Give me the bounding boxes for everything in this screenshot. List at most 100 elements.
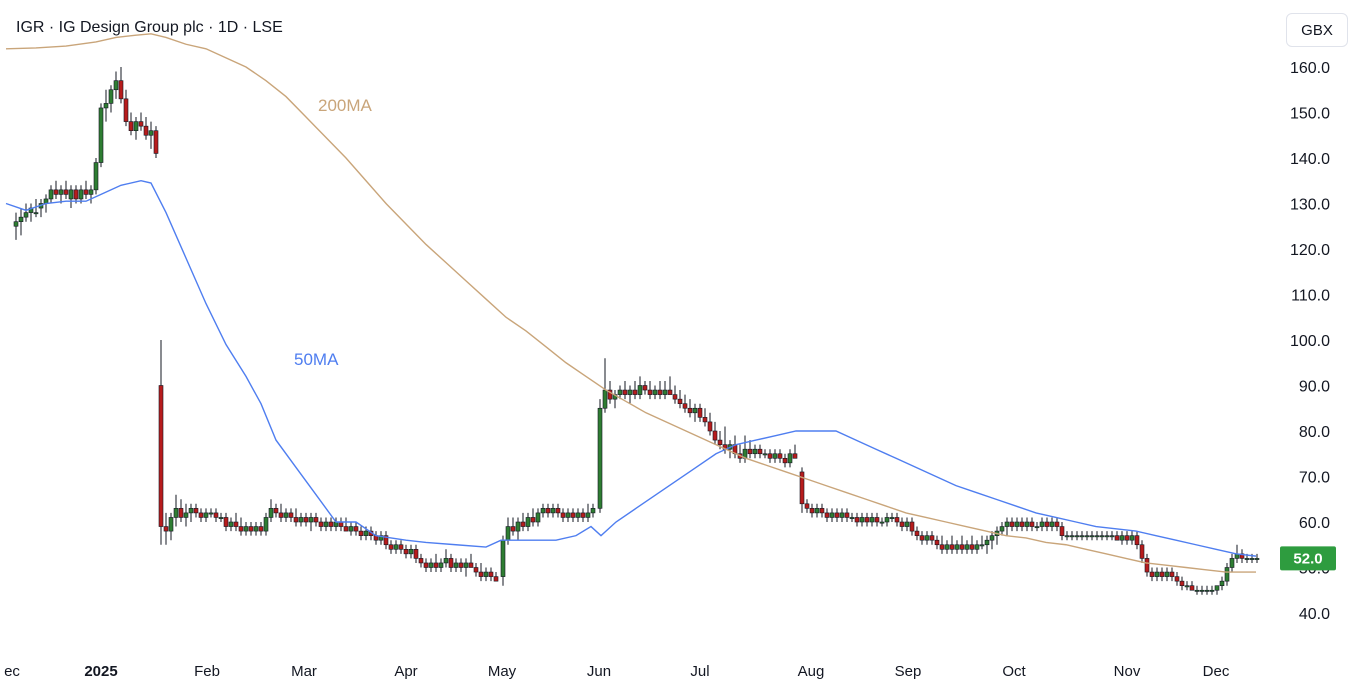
candle (1009, 517, 1015, 532)
candle (994, 526, 1000, 545)
candle (762, 449, 768, 459)
candle-body (1214, 585, 1220, 591)
candle-body (493, 576, 499, 582)
candle (78, 185, 84, 204)
candle (1174, 572, 1180, 586)
candle-body (687, 407, 693, 414)
candle (1019, 517, 1025, 532)
candle (493, 572, 499, 582)
candle (854, 512, 860, 527)
candle (373, 531, 379, 545)
candle (974, 540, 980, 554)
candle-body (1224, 567, 1230, 582)
candle-body (570, 512, 576, 518)
candle (323, 517, 329, 532)
candle (727, 440, 733, 459)
candle (18, 208, 24, 236)
candle-body (627, 389, 633, 395)
candle (253, 522, 259, 536)
candle (697, 403, 703, 422)
currency-button[interactable]: GBX (1286, 13, 1348, 47)
candle (258, 522, 264, 536)
candle (188, 503, 194, 522)
x-tick-label: Apr (394, 663, 417, 680)
candle-body (1024, 521, 1030, 527)
x-tick-label: May (488, 663, 517, 680)
candle (864, 512, 870, 527)
candle (1014, 517, 1020, 532)
candle (944, 540, 950, 554)
candle-body (657, 389, 663, 395)
candle (627, 385, 633, 404)
candle-body (560, 512, 566, 518)
candle-body (874, 517, 880, 523)
candle (353, 522, 359, 536)
candle-body (158, 385, 164, 527)
candle-body (138, 121, 144, 127)
candle-body (98, 107, 104, 163)
candle (123, 89, 129, 127)
candle (293, 508, 299, 527)
candle (1024, 517, 1030, 532)
x-tick-label: Jul (690, 663, 709, 680)
candle-body (799, 471, 805, 505)
candle (208, 508, 214, 518)
candle-body (692, 407, 698, 414)
candle-body (18, 216, 24, 222)
candle (824, 508, 830, 522)
candle-body (348, 526, 354, 532)
candle (869, 512, 875, 527)
candle-body (163, 526, 169, 532)
candle (879, 517, 885, 527)
last-price-badge-bg (1280, 546, 1336, 571)
candle (1209, 585, 1215, 595)
candle-body (672, 394, 678, 400)
candle (13, 212, 19, 240)
candle-body (637, 385, 643, 395)
time-axis: ec 2025 Feb Mar Apr May Jun Jul Aug Sep Oct Nov Dec (4, 663, 1230, 680)
y-tick-label: 150.0 (1290, 106, 1330, 123)
candle (757, 444, 763, 459)
candle-body (525, 517, 531, 527)
candle-body (904, 521, 910, 527)
candle (263, 512, 269, 536)
candle-body (607, 389, 613, 400)
candle (999, 522, 1005, 536)
candle-body (939, 544, 945, 550)
candle (1204, 585, 1210, 595)
candle (1119, 531, 1125, 545)
candle (989, 531, 995, 550)
candle (772, 449, 778, 463)
candle (358, 526, 364, 541)
candle (1154, 567, 1160, 582)
candle (153, 126, 159, 158)
candle-body (989, 535, 995, 541)
candle (128, 112, 134, 136)
candle (88, 185, 94, 204)
candle (914, 526, 920, 541)
candle (884, 512, 890, 527)
candle-body (423, 562, 429, 568)
candle (418, 553, 424, 568)
candle (1084, 531, 1090, 541)
candle (1189, 581, 1195, 591)
candle (388, 540, 394, 554)
candle (1129, 531, 1135, 545)
candle-body (1249, 558, 1255, 560)
x-tick-label: 2025 (84, 663, 117, 680)
candles-layer (13, 67, 1260, 595)
candle-body (78, 189, 84, 200)
x-tick-label: Aug (798, 663, 825, 680)
candle (959, 535, 965, 554)
candle-body (622, 389, 628, 395)
candle-body (188, 508, 194, 514)
candle-body (103, 103, 109, 109)
candle (38, 198, 44, 218)
candle (874, 512, 880, 527)
candle-body (278, 512, 284, 518)
candle-body (1179, 580, 1185, 587)
candle-body (1084, 535, 1090, 538)
candle-body (909, 521, 915, 532)
candle-body (173, 508, 179, 518)
